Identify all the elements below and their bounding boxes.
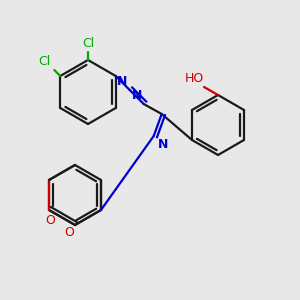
- Text: HO: HO: [185, 72, 204, 85]
- Text: Cl: Cl: [38, 55, 50, 68]
- Text: N: N: [158, 138, 168, 151]
- Text: N: N: [117, 75, 128, 88]
- Text: Cl: Cl: [82, 37, 94, 50]
- Text: O: O: [64, 226, 74, 239]
- Text: O: O: [45, 214, 55, 227]
- Text: N: N: [132, 89, 143, 102]
